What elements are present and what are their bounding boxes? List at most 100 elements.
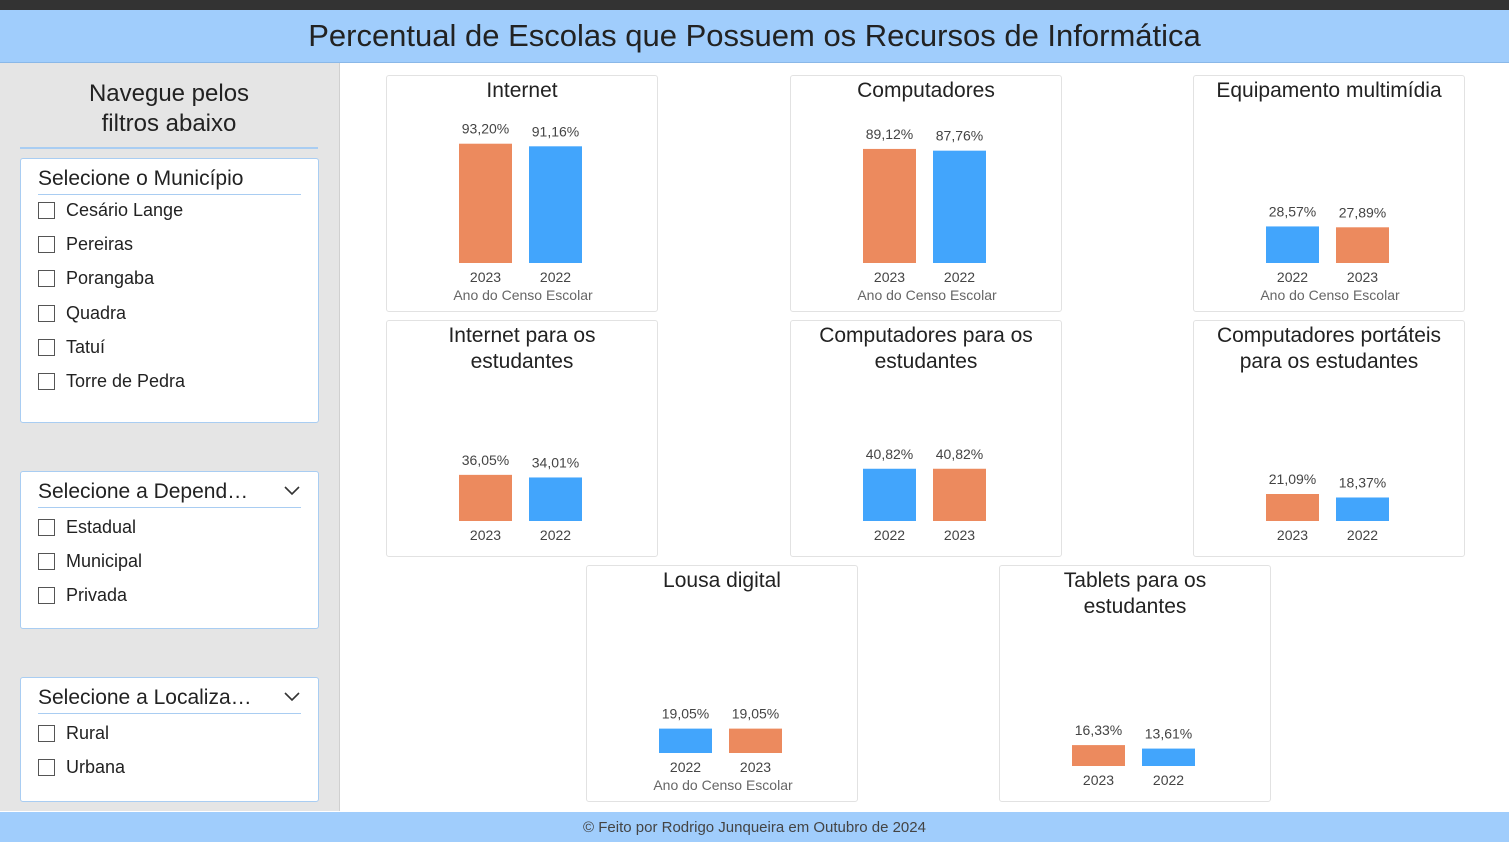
data-label: 19,05% <box>662 706 709 722</box>
bar-2022[interactable] <box>529 477 582 521</box>
bar-chart-plot: 36,05% 2023 34,01% 2022 <box>459 452 582 543</box>
bar-chart-plot: 21,09% 2023 18,37% 2022 <box>1266 471 1389 543</box>
option-quadra[interactable]: Quadra <box>38 302 126 324</box>
bar-2022[interactable] <box>863 468 916 521</box>
option-rural[interactable]: Rural <box>38 722 109 744</box>
chart-card-portateis-estudantes[interactable]: Computadores portáteis para os estudantes… <box>1193 320 1465 557</box>
chart-card-computadores[interactable]: Computadores 89,12% 2023 87,76% 2022 Ano do C… <box>790 75 1062 312</box>
x-tick-label: 2023 <box>874 269 905 285</box>
option-label: Privada <box>66 584 128 605</box>
option-estadual[interactable]: Estadual <box>38 516 136 538</box>
chart-title-line: Internet para os <box>448 324 596 347</box>
chart-title-line: Computadores para os <box>819 324 1033 347</box>
checkbox[interactable] <box>38 552 55 570</box>
bar-chart-plot: 16,33% 2023 13,61% 2022 <box>1072 722 1195 788</box>
chart-title-line: estudantes <box>470 350 574 373</box>
x-tick-label: 2022 <box>874 527 905 543</box>
x-tick-label: 2022 <box>1277 269 1308 285</box>
bar-2023[interactable] <box>1072 745 1125 766</box>
chevron-down-icon[interactable] <box>283 688 301 706</box>
x-tick-label: 2023 <box>1083 772 1114 788</box>
data-label: 18,37% <box>1339 474 1386 490</box>
x-tick-label: 2023 <box>470 269 501 285</box>
chart-title-line: estudantes <box>874 350 978 373</box>
checkbox[interactable] <box>38 518 55 536</box>
page-title: Percentual de Escolas que Possuem os Rec… <box>308 18 1201 53</box>
chart-title-line: Computadores <box>857 79 995 102</box>
bar-2022[interactable] <box>529 146 582 263</box>
option-label: Urbana <box>66 756 126 777</box>
bar-2023[interactable] <box>1266 494 1319 521</box>
option-municipal[interactable]: Municipal <box>38 550 142 572</box>
chart-title-line: para os estudantes <box>1239 350 1419 373</box>
x-tick-label: 2023 <box>740 759 771 775</box>
slicer-localizacao: Selecione a Localiza… Rural Urbana <box>20 677 319 802</box>
bar-2023[interactable] <box>863 148 916 263</box>
bar-chart-plot: 40,82% 2022 40,82% 2023 <box>863 446 986 543</box>
chart-title-line: Internet <box>486 79 558 102</box>
chart-card-lousa-digital[interactable]: Lousa digital 19,05% 2022 19,05% 2023 Ano do … <box>586 565 858 802</box>
bar-2022[interactable] <box>933 150 986 263</box>
slicer-dependencia-title: Selecione a Depend… <box>38 480 249 503</box>
data-label: 40,82% <box>866 446 913 462</box>
option-urbana[interactable]: Urbana <box>38 756 125 778</box>
bar-2023[interactable] <box>459 143 512 263</box>
chart-title-line: Computadores portáteis <box>1216 324 1442 347</box>
chart-title: Lousa digital <box>587 568 857 594</box>
option-torre-de-pedra[interactable]: Torre de Pedra <box>38 370 185 392</box>
chevron-down-icon[interactable] <box>283 482 301 500</box>
bar-2023[interactable] <box>1336 227 1389 263</box>
x-tick-label: 2023 <box>470 527 501 543</box>
data-label: 27,89% <box>1339 204 1386 220</box>
checkbox[interactable] <box>38 304 55 322</box>
chart-title-line: Tablets para os <box>1063 569 1207 592</box>
chart-title: Computadores <box>791 78 1061 104</box>
bar-2023[interactable] <box>933 468 986 521</box>
page-footer: © Feito por Rodrigo Junqueira em Outubro… <box>0 812 1509 842</box>
data-label: 36,05% <box>462 452 509 468</box>
checkbox[interactable] <box>38 586 55 604</box>
option-label: Quadra <box>66 302 127 323</box>
option-label: Tatuí <box>66 336 106 357</box>
x-tick-label: 2023 <box>944 527 975 543</box>
option-porangaba[interactable]: Porangaba <box>38 267 154 289</box>
option-pereiras[interactable]: Pereiras <box>38 233 133 255</box>
data-label: 34,01% <box>532 454 579 470</box>
checkbox[interactable] <box>38 724 55 742</box>
x-tick-label: 2023 <box>1277 527 1308 543</box>
chart-card-multimidia[interactable]: Equipamento multimídia 28,57% 2022 27,89% 20… <box>1193 75 1465 312</box>
checkbox[interactable] <box>38 338 55 356</box>
checkbox[interactable] <box>38 201 55 219</box>
option-privada[interactable]: Privada <box>38 584 127 606</box>
chart-title: Internet para os estudantes <box>387 323 657 375</box>
checkbox[interactable] <box>38 235 55 253</box>
chart-card-internet-estudantes[interactable]: Internet para os estudantes 36,05% 2023 34,0… <box>386 320 658 557</box>
checkbox[interactable] <box>38 372 55 390</box>
checkbox[interactable] <box>38 269 55 287</box>
option-label: Municipal <box>66 550 143 571</box>
data-label: 19,05% <box>732 706 779 722</box>
x-tick-label: 2023 <box>1347 269 1378 285</box>
option-tatui[interactable]: Tatuí <box>38 336 105 358</box>
filter-sidebar: Navegue pelos filtros abaixo Selecione o… <box>0 63 340 811</box>
option-cesario-lange[interactable]: Cesário Lange <box>38 199 183 221</box>
data-label: 40,82% <box>936 446 983 462</box>
bar-2022[interactable] <box>1266 226 1319 263</box>
bar-chart-plot: 89,12% 2023 87,76% 2022 Ano do Censo Escolar <box>857 126 997 303</box>
chart-title-line: Equipamento multimídia <box>1216 79 1442 102</box>
chart-title: Tablets para os estudantes <box>1000 568 1270 620</box>
bar-2022[interactable] <box>1142 748 1195 766</box>
bar-2022[interactable] <box>1336 497 1389 521</box>
chart-card-internet[interactable]: Internet 93,20% 2023 91,16% 2022 Ano do Censo… <box>386 75 658 312</box>
bar-2023[interactable] <box>729 728 782 753</box>
option-label: Pereiras <box>66 233 134 254</box>
checkbox[interactable] <box>38 758 55 776</box>
bar-2022[interactable] <box>659 728 712 753</box>
chart-card-tablets-estudantes[interactable]: Tablets para os estudantes 16,33% 2023 13,61… <box>999 565 1271 802</box>
chart-card-computadores-estudantes[interactable]: Computadores para os estudantes 40,82% 2022… <box>790 320 1062 557</box>
option-label: Torre de Pedra <box>66 370 186 391</box>
x-tick-label: 2022 <box>944 269 975 285</box>
bar-chart-plot: 19,05% 2022 19,05% 2023 Ano do Censo Escolar <box>653 706 793 793</box>
sidebar-title: Navegue pelos filtros abaixo <box>20 79 318 139</box>
bar-2023[interactable] <box>459 474 512 521</box>
